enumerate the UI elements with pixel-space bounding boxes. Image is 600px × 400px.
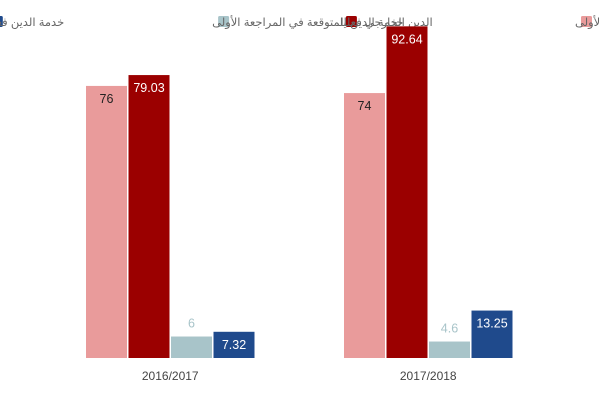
data-label: 92.64: [391, 32, 422, 46]
category-group: 76 79.03 6 7.32 2016/2017: [86, 75, 255, 383]
bar: [471, 310, 513, 358]
bar: [386, 26, 428, 358]
data-label: 76: [100, 92, 114, 106]
bar: [171, 336, 212, 358]
legend-swatch: [218, 16, 230, 27]
bar: [429, 341, 470, 358]
legend-swatch: [0, 16, 3, 27]
bar: [86, 85, 127, 359]
bar: [128, 75, 170, 358]
data-label: 4.6: [441, 322, 458, 336]
category-label: 2016/2017: [142, 369, 199, 383]
data-label: 6: [188, 317, 195, 331]
bars: 76 79.03 6 7.32 2016/2017 74 92.64 4.6 13.25 2017…: [86, 26, 513, 383]
bar: [213, 331, 255, 358]
data-label: 7.32: [222, 338, 246, 352]
bar: [344, 93, 385, 358]
legend-item: خدمة الدين فعليا: [0, 16, 64, 30]
legend-label: الدين الخارجي المتوقع في المراجعة الأولى: [575, 15, 600, 30]
legend: الدين الخارجي المتوقع في المراجعة الأولى…: [0, 15, 600, 30]
category-group: 74 92.64 4.6 13.25 2017/2018: [344, 26, 513, 383]
data-label: 74: [358, 99, 372, 113]
legend-item: خدمة الدين المتوقعة في المراجعة الأولى: [212, 15, 403, 30]
category-label: 2017/2018: [400, 369, 457, 383]
data-label: 13.25: [476, 317, 507, 331]
legend-label: خدمة الدين فعليا: [0, 17, 64, 30]
data-label: 79.03: [133, 81, 164, 95]
legend-label: خدمة الدين المتوقعة في المراجعة الأولى: [212, 15, 403, 30]
legend-item: الدين الخارجي المتوقع في المراجعة الأولى: [575, 15, 600, 30]
legend-swatch: [345, 16, 357, 27]
legend-swatch: [581, 16, 592, 27]
